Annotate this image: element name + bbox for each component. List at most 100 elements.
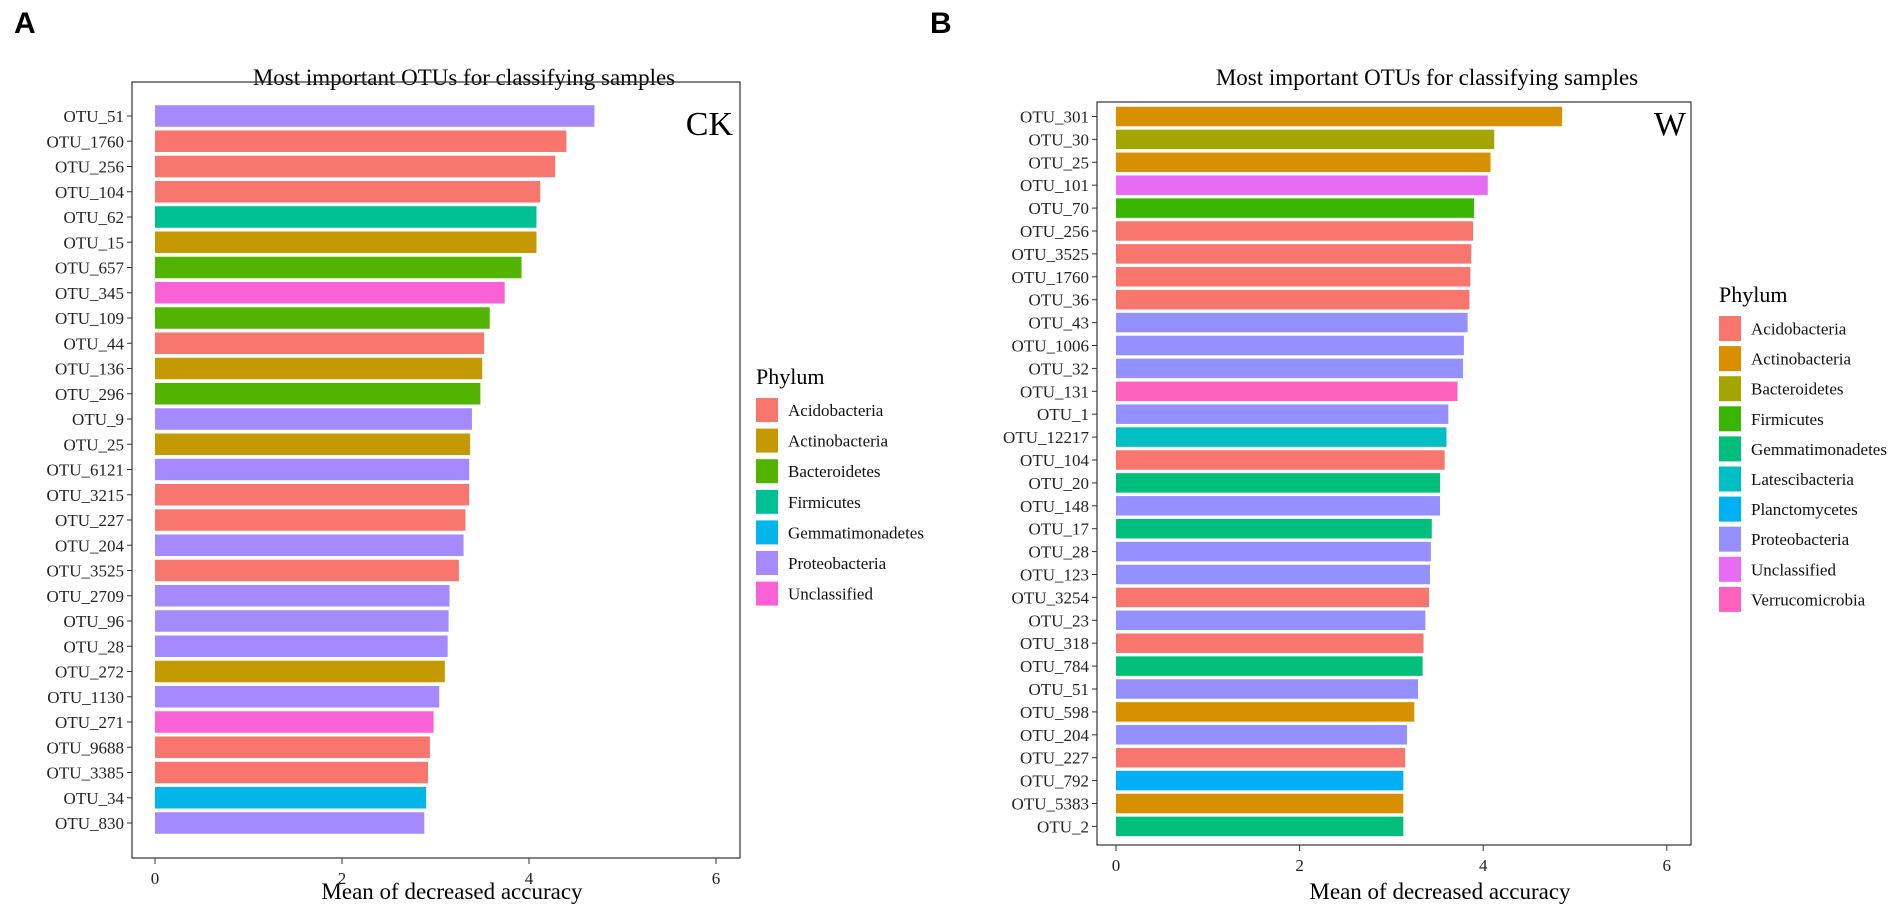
panel-a-bar-otu-657 [155, 256, 522, 279]
panel-b-bar-otu-3254 [1116, 587, 1430, 608]
panel-b-y-tick-label: OTU_148 [1020, 497, 1089, 516]
panel-b-x-tick-label: 2 [1295, 856, 1304, 875]
panel-a-y-tick-label: OTU_3525 [47, 562, 124, 581]
panel-b-x-axis-label: Mean of decreased accuracy [1309, 879, 1571, 904]
panel-a-bar-otu-204 [155, 534, 464, 556]
panel-b-bar-otu-28 [1116, 541, 1431, 562]
panel-a-y-tick-label: OTU_657 [55, 259, 124, 278]
panel-b-legend-label: Proteobacteria [1751, 530, 1850, 549]
panel-a-bar-otu-9 [155, 408, 472, 430]
panel-a-y-tick-label: OTU_62 [64, 208, 124, 227]
panel-b-y-tick-label: OTU_3254 [1012, 588, 1090, 607]
panel-a-y-tick-label: OTU_9688 [47, 738, 124, 757]
panel-a-bar-otu-34 [155, 787, 427, 809]
panel-a-bar-otu-104 [155, 181, 541, 203]
panel-a-y-tick-label: OTU_28 [64, 637, 124, 656]
panel-b-bar-otu-123 [1116, 564, 1430, 585]
panel-b-legend-swatch [1719, 346, 1741, 372]
panel-a-legend-label: Bacteroidetes [788, 462, 881, 481]
panel-a-y-tick-label: OTU_830 [55, 814, 124, 833]
panel-b-y-tick-label: OTU_3525 [1012, 245, 1089, 264]
panel-b-bar-otu-70 [1116, 198, 1475, 218]
panel-a-bar-otu-51 [155, 105, 595, 127]
panel-a-legend: Phylum Acidobacteria Actinobacteria Bacter… [756, 364, 924, 606]
panel-a: A Most important OTUs for classifying sa… [14, 7, 924, 904]
panel-a-y-tick-label: OTU_136 [55, 360, 124, 379]
panel-b-bar-otu-5383 [1116, 793, 1404, 814]
panel-a-legend-label: Acidobacteria [788, 401, 884, 420]
panel-a-y-tick-label: OTU_2709 [47, 587, 124, 606]
panel-b-legend-label: Bacteroidetes [1751, 380, 1844, 399]
panel-b-bar-otu-784 [1116, 656, 1423, 676]
panel-a-y-tick-label: OTU_204 [55, 536, 124, 555]
panel-b-y-tick-label: OTU_43 [1029, 314, 1089, 333]
panel-letter-b: B [930, 7, 952, 40]
panel-b-y-tick-label: OTU_70 [1029, 199, 1089, 218]
panel-b-legend-swatch [1719, 436, 1741, 462]
panel-a-y-tick-label: OTU_104 [55, 183, 124, 202]
panel-b-bar-otu-792 [1116, 770, 1404, 791]
panel-a-bar-otu-28 [155, 635, 448, 657]
panel-b-legend-title: Phylum [1719, 282, 1787, 307]
panel-a-y-tick-label: OTU_9 [72, 410, 124, 429]
panel-b-bar-otu-104 [1116, 450, 1445, 470]
panel-a-bar-otu-62 [155, 206, 537, 228]
panel-b-bar-otu-17 [1116, 518, 1432, 539]
panel-b-bar-otu-3525 [1116, 244, 1472, 264]
panel-a-bar-otu-136 [155, 357, 483, 380]
panel-b-y-tick-label: OTU_227 [1020, 749, 1089, 768]
panel-b-bar-otu-318 [1116, 633, 1424, 653]
panel-b-bar-otu-1 [1116, 404, 1449, 424]
panel-a-x-axis-label: Mean of decreased accuracy [321, 879, 583, 904]
panel-b-bar-otu-2 [1116, 816, 1404, 837]
panel-b-y-tick-label: OTU_318 [1020, 634, 1089, 653]
panel-b-legend-label: Firmicutes [1751, 410, 1824, 429]
panel-a-x-tick-label: 2 [338, 869, 347, 888]
panel-b-legend-swatch [1719, 496, 1741, 522]
panel-b-bar-otu-598 [1116, 702, 1415, 722]
panel-b-bar-otu-256 [1116, 221, 1474, 241]
panel-b-bar-otu-20 [1116, 473, 1441, 493]
panel-b-y-tick-label: OTU_104 [1020, 451, 1089, 470]
panel-b-legend-label: Latescibacteria [1751, 470, 1854, 489]
panel-b-bar-otu-301 [1116, 106, 1563, 127]
panel-a-y-tick-label: OTU_34 [64, 789, 125, 808]
panel-a-x-tick-label: 4 [525, 869, 534, 888]
panel-b-legend-label: Planctomycetes [1751, 500, 1858, 519]
panel-b-y-tick-label: OTU_256 [1020, 222, 1089, 241]
panel-b-y-tick-label: OTU_101 [1020, 176, 1089, 195]
panel-a-y-tick-label: OTU_3215 [47, 486, 124, 505]
panel-a-bar-otu-296 [155, 383, 481, 405]
panel-a-bar-otu-227 [155, 509, 466, 531]
panel-b-x-tick-label: 0 [1112, 856, 1121, 875]
panel-a-y-tick-label: OTU_44 [64, 334, 125, 353]
panel-a-legend-swatch [756, 551, 778, 575]
panel-a-legend-swatch [756, 428, 778, 453]
panel-letter-a: A [14, 7, 36, 40]
panel-a-bar-otu-345 [155, 282, 505, 304]
panel-b-y-tick-label: OTU_17 [1029, 520, 1090, 539]
panel-b-plot-area: 0 2 4 6 OTU_301 OTU_30 OTU_25 OTU_101 OTU_70 OTU_… [1003, 101, 1692, 875]
panel-a-y-tick-label: OTU_25 [64, 435, 124, 454]
panel-a-bar-otu-96 [155, 610, 449, 632]
panel-b-sample-tag: W [1654, 106, 1687, 143]
panel-b-y-tick-label: OTU_131 [1020, 382, 1089, 401]
panel-b-bar-otu-227 [1116, 747, 1406, 768]
panel-a-legend-label: Actinobacteria [788, 432, 889, 451]
panel-a-bar-otu-256 [155, 155, 556, 178]
panel-b-legend-swatch [1719, 556, 1741, 582]
panel-b-y-tick-label: OTU_51 [1029, 680, 1089, 699]
panel-b-legend-swatch [1719, 376, 1741, 402]
panel-a-y-tick-label: OTU_227 [55, 511, 124, 530]
panel-a-y-tick-label: OTU_345 [55, 284, 124, 303]
panel-a-bar-otu-3385 [155, 761, 429, 784]
panel-a-y-tick-label: OTU_1130 [47, 688, 124, 707]
panel-b-legend-label: Acidobacteria [1751, 320, 1847, 339]
panel-b-x-tick-label: 4 [1479, 856, 1488, 875]
panel-b-bar-otu-148 [1116, 496, 1441, 516]
panel-b-y-tick-label: OTU_25 [1029, 153, 1089, 172]
panel-a-x-tick-label: 0 [151, 869, 160, 888]
panel-b-bar-otu-23 [1116, 610, 1426, 631]
panel-b: B Most important OTUs for classifying sa… [930, 7, 1887, 904]
panel-b-legend-swatch [1719, 526, 1741, 552]
